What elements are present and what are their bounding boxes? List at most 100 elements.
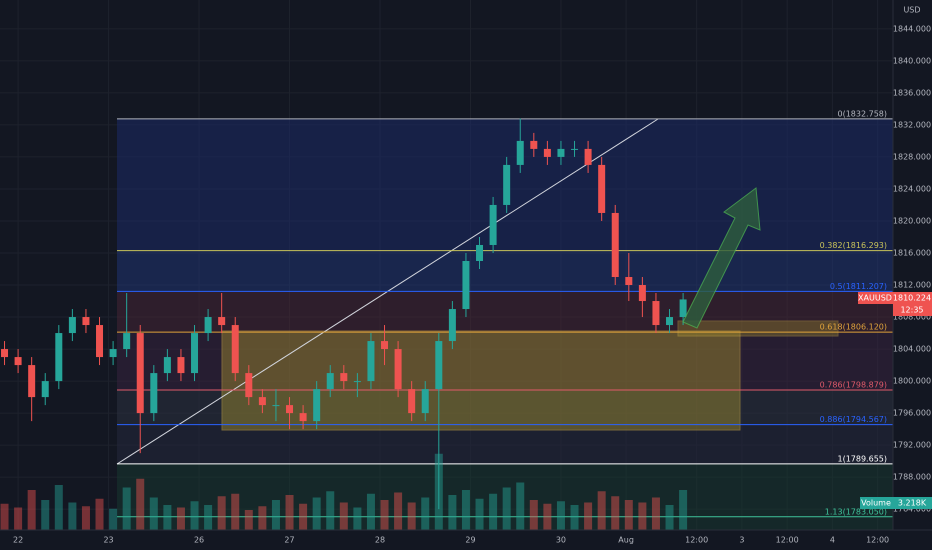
volume-bar (638, 502, 647, 530)
volume-bar (27, 490, 36, 530)
y-tick-label: 1816.000 (893, 248, 931, 257)
volume-bar (312, 497, 321, 530)
fib-label: 1(1789.655) (837, 454, 887, 463)
candle-body (96, 325, 104, 358)
x-tick-label: 27 (284, 536, 294, 545)
volume-bar (271, 500, 280, 530)
candle-body (150, 373, 158, 414)
candle-body (163, 357, 171, 374)
x-tick-label: 29 (465, 536, 475, 545)
volume-bar (339, 502, 348, 530)
volume-bar (651, 497, 660, 530)
x-tick-label: 4 (830, 536, 835, 545)
volume-bar (475, 498, 484, 530)
y-tick-label: 1828.000 (893, 152, 931, 161)
y-tick-label: 1796.000 (893, 409, 931, 418)
volume-last: 3.218K (898, 499, 927, 508)
volume-bar (14, 507, 23, 530)
y-tick-label: 1836.000 (893, 88, 931, 97)
candle-body (340, 373, 348, 382)
candle-body (503, 164, 511, 205)
range-box (221, 330, 741, 431)
candle-body (611, 212, 619, 278)
volume-bar (529, 500, 538, 530)
y-tick-label: 1824.000 (893, 184, 931, 193)
x-tick-label: 12:00 (685, 536, 708, 545)
y-tick-label: 1832.000 (893, 120, 931, 129)
candle-body (231, 325, 239, 374)
x-tick-label: 3 (739, 536, 744, 545)
candle-body (679, 299, 687, 318)
candle-body (625, 277, 633, 286)
x-tick-label: 30 (556, 536, 566, 545)
volume-bar (502, 487, 511, 530)
y-tick-label: 1788.000 (893, 473, 931, 482)
candle-body (448, 309, 456, 342)
fib-band (117, 250, 893, 291)
volume-bar (570, 505, 579, 530)
volume-bar (244, 510, 253, 530)
candle-body (571, 148, 579, 150)
volume-bar (0, 503, 9, 530)
candle-body (191, 333, 199, 374)
candle-body (177, 357, 185, 374)
countdown: 12:35 (900, 306, 923, 315)
volume-bar (489, 493, 498, 530)
volume-bar (122, 487, 131, 530)
candle-body (584, 148, 592, 165)
volume-bar (461, 490, 470, 530)
candle-body (123, 333, 131, 350)
fib-band (117, 464, 893, 530)
candle-body (109, 349, 117, 358)
volume-bar (380, 500, 389, 530)
candle-body (530, 140, 538, 149)
candle-body (557, 148, 565, 157)
candle-body (218, 317, 226, 326)
volume-bar (136, 478, 145, 530)
currency: USD (903, 6, 920, 15)
volume-bar (543, 503, 552, 530)
volume-value-tag (893, 497, 932, 509)
candle-body (286, 405, 294, 414)
fib-label: 0.382(1816.293) (820, 241, 887, 250)
y-tick-label: 1784.000 (893, 505, 931, 514)
volume-bar (81, 506, 90, 530)
y-tick-label: 1820.000 (893, 216, 931, 225)
volume-bar (163, 505, 172, 530)
fib-band (117, 425, 893, 464)
x-axis: 22 23 26 27 28 29 30 Aug 12:00 3 12:00 4 12:00 (13, 536, 889, 545)
candle-body (326, 373, 334, 390)
volume-bar (176, 507, 185, 530)
candle-body (14, 357, 22, 366)
candle-body (408, 389, 416, 414)
x-tick-label: 23 (103, 536, 113, 545)
volume-bar (394, 492, 403, 530)
candle-body (598, 164, 606, 213)
symbol-tag (858, 292, 893, 304)
fib-levels: 0(1832.758) 0.382(1816.293) 0.5(1811.207) 0… (117, 109, 893, 518)
candle-body (489, 204, 497, 245)
volume-bar (679, 490, 688, 530)
candle-body (1, 349, 9, 358)
candle-body (353, 381, 361, 383)
volume-bar (624, 500, 633, 530)
y-tick-label: 1792.000 (893, 441, 931, 450)
volume-bar (41, 500, 50, 530)
candle-body (258, 397, 266, 406)
x-tick-label: 22 (13, 536, 23, 545)
volume-bar (95, 498, 104, 530)
candle-body (41, 381, 49, 398)
candle-body (313, 389, 321, 422)
candle-body (299, 413, 307, 422)
volume-bar (285, 495, 294, 530)
candle-body (272, 405, 280, 407)
candles (1, 118, 687, 510)
fib-label: 0.618(1806.120) (820, 323, 887, 332)
volume-bar (584, 502, 593, 530)
fib-label: 0.786(1798.879) (820, 381, 887, 390)
price-tag (893, 292, 932, 316)
x-tick-label: 28 (375, 536, 385, 545)
volume-bar (611, 496, 620, 530)
y-tick-label: 1844.000 (893, 24, 931, 33)
volume-bar (299, 503, 308, 530)
